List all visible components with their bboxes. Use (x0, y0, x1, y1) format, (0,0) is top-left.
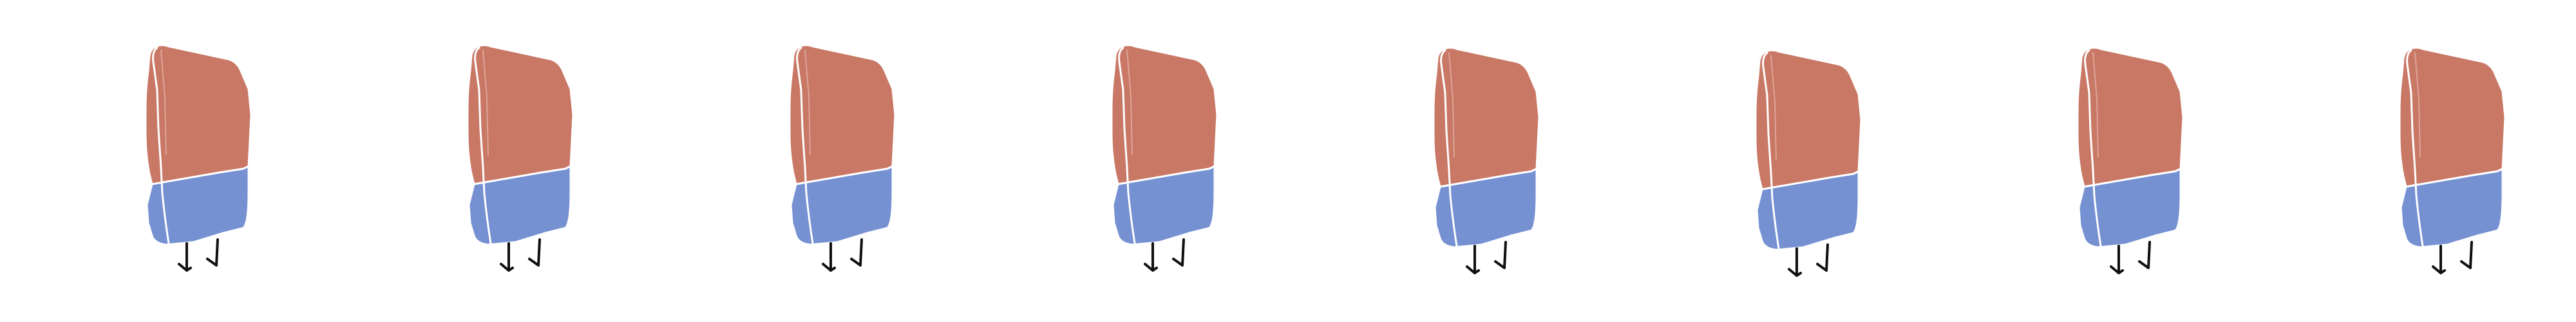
eraser-sprite (1754, 49, 1862, 277)
right-leg (528, 238, 541, 267)
eraser-top-section (1754, 49, 1862, 191)
eraser-bottom-section (1434, 167, 1538, 249)
eraser-edge-line (1440, 49, 1458, 247)
left-leg (2110, 245, 2124, 274)
left-leg (1144, 242, 1158, 272)
frame-4 (966, 0, 1288, 322)
eraser-bottom-section (1112, 165, 1216, 246)
eraser-edge-shading (482, 50, 489, 155)
eraser-sprite (144, 44, 252, 272)
left-leg (1466, 245, 1480, 274)
eraser-sprite (2398, 46, 2506, 274)
eraser-top-section (2076, 46, 2184, 188)
right-leg (1172, 238, 1185, 267)
frame-7 (1932, 0, 2254, 322)
right-leg (2460, 241, 2473, 269)
eraser-edge-shading (160, 50, 167, 155)
eraser-sprite (2076, 46, 2184, 274)
frame-6 (1610, 0, 1932, 322)
eraser-top-section (1110, 44, 1218, 185)
eraser-edge-shading (2092, 52, 2099, 158)
eraser-sprite (466, 44, 574, 272)
eraser-edge-shading (1770, 55, 1777, 160)
left-leg (500, 242, 514, 272)
right-leg (1816, 243, 1829, 272)
eraser-edge-line (1118, 46, 1136, 245)
frame-1 (0, 0, 322, 322)
eraser-edge-shading (2414, 52, 2421, 158)
eraser-bottom-section (2078, 167, 2182, 249)
eraser-top-section (788, 44, 896, 185)
right-leg (2138, 241, 2151, 269)
frame-8 (2254, 0, 2576, 322)
left-leg (178, 242, 192, 272)
eraser-bottom-section (790, 165, 894, 246)
eraser-edge-line (1762, 52, 1780, 250)
left-leg (2432, 245, 2446, 274)
frame-2 (322, 0, 644, 322)
eraser-edge-line (2406, 49, 2424, 247)
eraser-edge-shading (804, 50, 811, 155)
eraser-edge-line (2084, 49, 2102, 247)
eraser-sprite (1110, 44, 1218, 272)
eraser-top-section (466, 44, 574, 185)
eraser-edge-shading (1126, 50, 1133, 155)
eraser-bottom-section (1756, 170, 1860, 251)
eraser-edge-line (152, 46, 170, 245)
eraser-bottom-section (468, 165, 572, 246)
left-leg (1788, 247, 1802, 277)
eraser-edge-shading (1448, 52, 1455, 158)
right-leg (206, 238, 219, 267)
left-leg (822, 242, 836, 272)
eraser-top-section (2398, 46, 2506, 188)
eraser-top-section (144, 44, 252, 185)
eraser-edge-line (474, 46, 492, 245)
right-leg (850, 238, 863, 267)
eraser-top-section (1432, 46, 1540, 188)
eraser-sprite (788, 44, 896, 272)
frame-5 (1288, 0, 1610, 322)
right-leg (1494, 241, 1507, 269)
eraser-bottom-section (2400, 167, 2504, 249)
eraser-edge-line (796, 46, 814, 245)
frame-3 (644, 0, 966, 322)
eraser-bottom-section (146, 165, 250, 246)
eraser-sprite (1432, 46, 1540, 274)
